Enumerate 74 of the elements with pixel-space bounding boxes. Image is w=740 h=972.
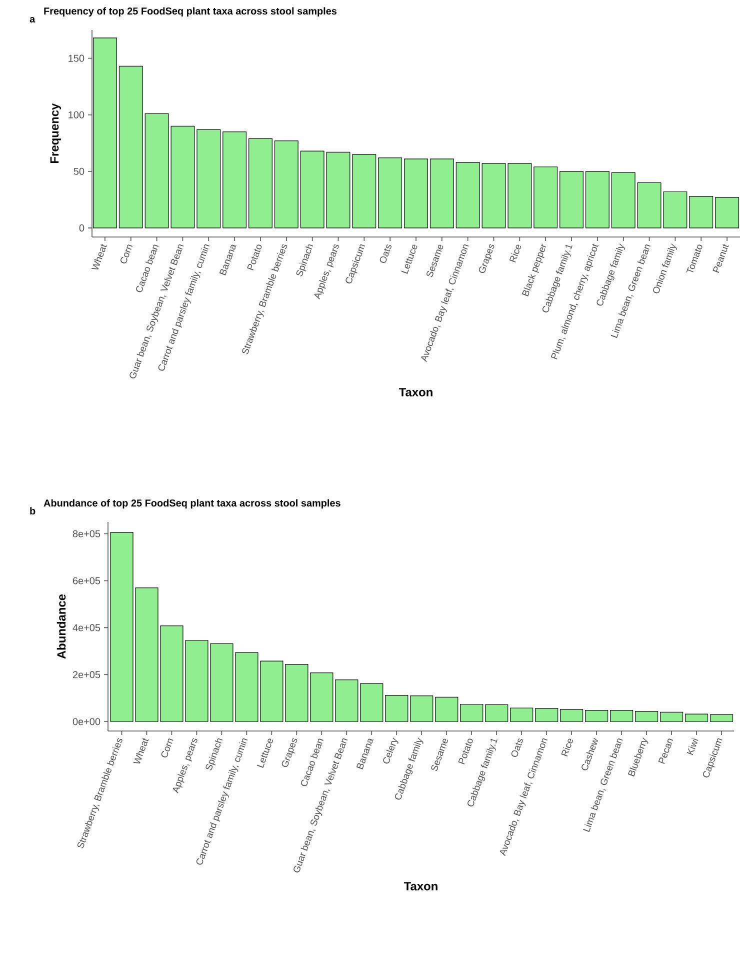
bar	[660, 712, 683, 722]
x-tick-label: Corn	[161, 738, 174, 758]
bar	[611, 172, 636, 228]
bar	[460, 704, 483, 722]
bar	[610, 710, 633, 722]
bar	[584, 710, 608, 722]
bar	[430, 158, 454, 228]
bar	[92, 38, 117, 228]
y-tick-label: 0	[79, 224, 84, 232]
bar	[508, 163, 532, 228]
text: b	[30, 507, 36, 514]
bar	[118, 66, 143, 228]
bar	[560, 709, 583, 722]
bar	[559, 171, 584, 228]
y-tick-label: 0e+00	[72, 718, 100, 726]
bar	[710, 714, 733, 722]
y-tick-label: 4e+05	[72, 624, 100, 632]
bar	[378, 158, 402, 228]
x-tick-label: Corn	[120, 244, 132, 264]
bar	[510, 708, 533, 722]
x-tick-label: Cacao bean	[136, 244, 158, 292]
x-tick-label: Black pepper	[522, 244, 546, 296]
bar	[484, 704, 508, 722]
bar	[684, 714, 708, 722]
x-tick-label: Rice	[561, 738, 573, 757]
x-tick-label: Onion family	[652, 243, 677, 294]
bar	[688, 196, 713, 228]
x-axis-title: Taxon	[398, 388, 432, 396]
y-axis-title: Abundance	[56, 594, 66, 659]
bar	[410, 695, 433, 722]
x-tick-label: Rice	[509, 244, 521, 263]
x-tick-label: Grapes	[282, 738, 297, 767]
x-tick-label: Oats	[511, 738, 523, 757]
bar	[196, 129, 220, 228]
bar	[360, 683, 383, 722]
y-tick-label: 150	[68, 54, 84, 62]
bar	[310, 672, 334, 722]
y-tick-label: 100	[68, 111, 84, 118]
x-tick-label: Cacao bean	[300, 738, 324, 786]
bar	[534, 708, 558, 722]
x-tick-label: Potato	[246, 244, 262, 270]
bar	[714, 197, 739, 228]
bar	[404, 158, 428, 228]
x-tick-label: Grapes	[478, 244, 494, 273]
bar	[482, 163, 506, 228]
x-axis-title: Taxon	[404, 882, 438, 890]
x-tick-label: Wheat	[133, 738, 148, 764]
y-tick-label: 2e+05	[72, 671, 100, 678]
bar	[434, 696, 458, 722]
x-tick-label: Pecan	[658, 738, 673, 764]
bar	[533, 166, 558, 228]
bar	[585, 171, 610, 228]
bar	[248, 138, 272, 228]
x-tick-label: Potato	[458, 738, 473, 764]
chart-title: Frequency of top 25 FoodSeq plant taxa across stool samples	[44, 7, 336, 17]
chart-title: Abundance of top 25 FoodSeq plant taxa across stool samples	[44, 499, 340, 509]
bar	[456, 162, 480, 228]
y-axis-title: Frequency	[50, 103, 61, 163]
bar	[274, 140, 298, 228]
bar	[634, 710, 658, 722]
bar	[352, 154, 376, 228]
x-tick-label: Lettuce	[401, 244, 418, 274]
bar	[222, 132, 246, 228]
bar	[384, 695, 408, 722]
y-tick-label: 6e+05	[72, 577, 100, 584]
x-tick-label: Lettuce	[256, 738, 273, 768]
bar	[334, 680, 358, 722]
x-tick-label: Wheat	[91, 244, 107, 270]
text: a	[30, 17, 35, 22]
x-tick-label: Celery	[382, 737, 398, 764]
y-tick-label: 50	[74, 168, 84, 175]
x-tick-label: Kiwi	[686, 738, 698, 756]
x-tick-label: Oats	[380, 244, 392, 263]
y-tick-label: 8e+05	[72, 530, 100, 538]
